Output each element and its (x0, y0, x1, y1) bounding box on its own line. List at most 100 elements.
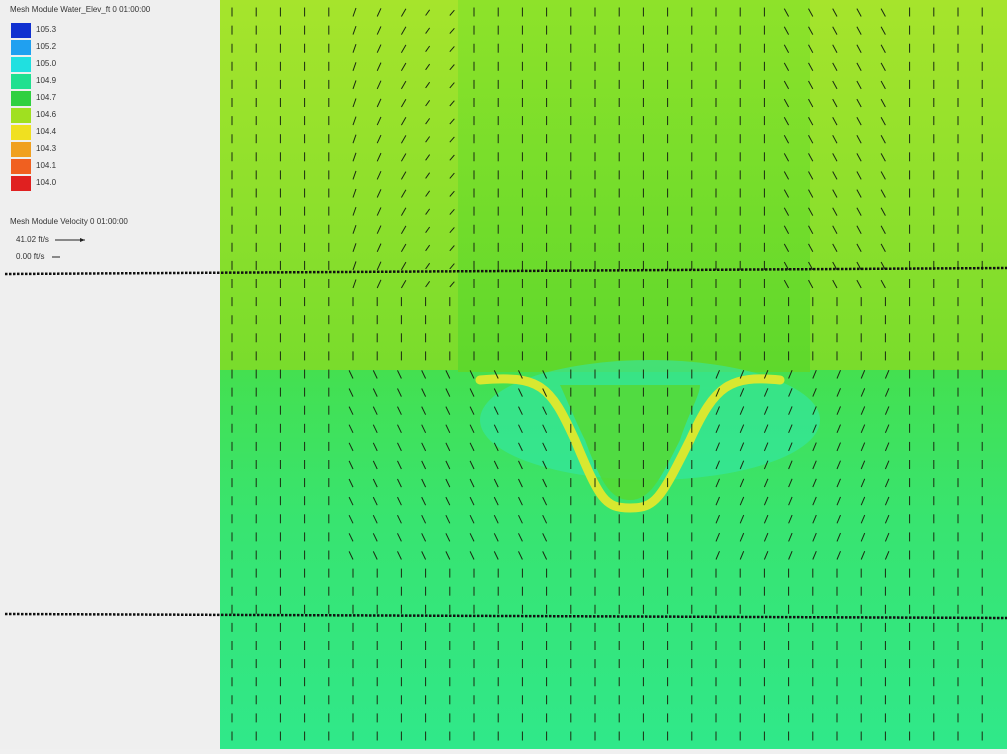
velocity-arrow (372, 533, 378, 542)
velocity-arrow (884, 496, 890, 506)
velocity-arrow (372, 442, 378, 452)
velocity-arrow (376, 98, 382, 108)
velocity-arrow (518, 370, 523, 379)
velocity-arrow (860, 388, 866, 397)
velocity-arrow (856, 62, 862, 72)
velocity-arrow (812, 460, 817, 470)
velocity-arrow (445, 551, 451, 560)
velocity-arrow (425, 281, 431, 288)
velocity-arrow (469, 533, 475, 542)
velocity-arrow (715, 460, 720, 470)
velocity-arrow (832, 225, 838, 234)
velocity-arrow (352, 152, 357, 162)
velocity-arrow (518, 496, 523, 506)
velocity-arrow (352, 261, 357, 271)
velocity-arrow (856, 171, 862, 180)
velocity-arrow (400, 117, 407, 126)
velocity-arrow (880, 62, 886, 72)
velocity-arrow (400, 225, 407, 234)
velocity-arrow (400, 153, 407, 162)
velocity-arrow (425, 172, 431, 179)
velocity-arrow (421, 424, 427, 434)
velocity-arrow (808, 8, 814, 17)
velocity-arrow (425, 100, 431, 107)
velocity-arrow (715, 406, 720, 415)
velocity-arrow (739, 388, 745, 397)
velocity-arrow (880, 189, 886, 198)
velocity-arrow (836, 388, 841, 397)
trough-edge (475, 374, 785, 513)
velocity-vectors (231, 7, 983, 741)
velocity-arrow (783, 279, 790, 289)
velocity-arrow (542, 406, 548, 415)
velocity-arrow (812, 532, 817, 542)
velocity-arrow (400, 98, 407, 108)
velocity-arrow (715, 370, 720, 379)
velocity-arrow (425, 226, 431, 233)
velocity-arrow (400, 26, 407, 35)
velocity-arrow (808, 135, 814, 144)
velocity-arrow (400, 189, 407, 198)
velocity-arrow (832, 116, 838, 126)
velocity-arrow (788, 478, 793, 488)
velocity-arrow (352, 62, 357, 71)
velocity-arrow (856, 243, 862, 253)
legend-swatch (11, 91, 31, 106)
velocity-arrow (352, 243, 357, 252)
velocity-arrow (880, 135, 886, 144)
velocity-arrow (445, 514, 451, 524)
section-line (4, 266, 1007, 276)
legend-swatch (11, 108, 31, 123)
velocity-arrow (376, 80, 382, 90)
velocity-arrow (372, 514, 378, 524)
velocity-arrow (493, 496, 499, 506)
velocity-arrow (856, 207, 862, 216)
velocity-arrow (812, 406, 817, 415)
velocity-arrow (739, 514, 745, 524)
velocity-arrow (856, 98, 862, 108)
velocity-max-label: 41.02 ft/s (16, 235, 49, 244)
legend-label: 105.3 (36, 25, 57, 34)
velocity-arrow (352, 188, 357, 198)
velocity-arrow (449, 208, 455, 215)
velocity-arrow (518, 478, 523, 488)
velocity-arrow (469, 406, 475, 415)
velocity-arrow (376, 207, 382, 216)
velocity-arrow (856, 225, 862, 234)
velocity-arrow (421, 370, 427, 379)
legend-label: 105.0 (36, 59, 57, 68)
velocity-arrow (783, 189, 790, 198)
legend-swatch (11, 57, 31, 72)
legend-title: Mesh Module Water_Elev_ft 0 01:00:00 (10, 5, 151, 14)
velocity-arrow (836, 442, 841, 452)
velocity-arrow (376, 279, 382, 289)
velocity-arrow (788, 514, 793, 524)
velocity-arrow (860, 406, 866, 415)
velocity-arrow (812, 478, 817, 488)
velocity-arrow (376, 261, 382, 271)
velocity-arrow (812, 514, 817, 524)
velocity-arrow (860, 460, 866, 470)
velocity-arrow (348, 442, 354, 452)
velocity-arrow (836, 460, 841, 470)
velocity-arrow (715, 388, 720, 397)
velocity-arrow (445, 442, 451, 452)
velocity-arrow (376, 225, 382, 234)
velocity-arrow (445, 406, 451, 415)
velocity-arrow (372, 551, 378, 560)
velocity-arrow (856, 135, 862, 144)
velocity-arrow (542, 388, 548, 397)
velocity-arrow (542, 496, 548, 506)
velocity-arrow (376, 189, 382, 198)
velocity-arrow (856, 44, 862, 53)
velocity-arrow (783, 98, 790, 108)
legend-label: 104.0 (36, 178, 57, 187)
velocity-arrow (518, 514, 523, 524)
legend-label: 105.2 (36, 42, 57, 51)
velocity-arrow (880, 171, 886, 180)
velocity-arrow (832, 44, 838, 53)
velocity-arrow (542, 424, 548, 434)
velocity-arrow (469, 460, 475, 470)
velocity-arrow (421, 514, 427, 524)
velocity-arrow (518, 406, 523, 415)
